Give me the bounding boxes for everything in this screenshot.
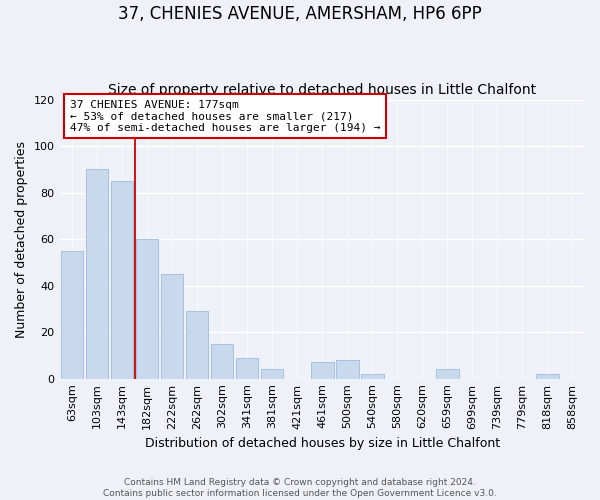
Bar [136,239,158,378]
Text: 37, CHENIES AVENUE, AMERSHAM, HP6 6PP: 37, CHENIES AVENUE, AMERSHAM, HP6 6PP [118,5,482,23]
Title: Size of property relative to detached houses in Little Chalfont: Size of property relative to detached ho… [108,83,536,97]
Y-axis label: Number of detached properties: Number of detached properties [15,140,28,338]
Bar [361,374,383,378]
Bar [236,358,259,378]
Bar [61,250,83,378]
Text: 37 CHENIES AVENUE: 177sqm
← 53% of detached houses are smaller (217)
47% of semi: 37 CHENIES AVENUE: 177sqm ← 53% of detac… [70,100,380,133]
Bar [261,370,283,378]
Bar [186,311,208,378]
X-axis label: Distribution of detached houses by size in Little Chalfont: Distribution of detached houses by size … [145,437,500,450]
Bar [111,181,133,378]
Bar [536,374,559,378]
Bar [311,362,334,378]
Text: Contains HM Land Registry data © Crown copyright and database right 2024.
Contai: Contains HM Land Registry data © Crown c… [103,478,497,498]
Bar [336,360,359,378]
Bar [211,344,233,378]
Bar [86,170,109,378]
Bar [436,370,458,378]
Bar [161,274,184,378]
